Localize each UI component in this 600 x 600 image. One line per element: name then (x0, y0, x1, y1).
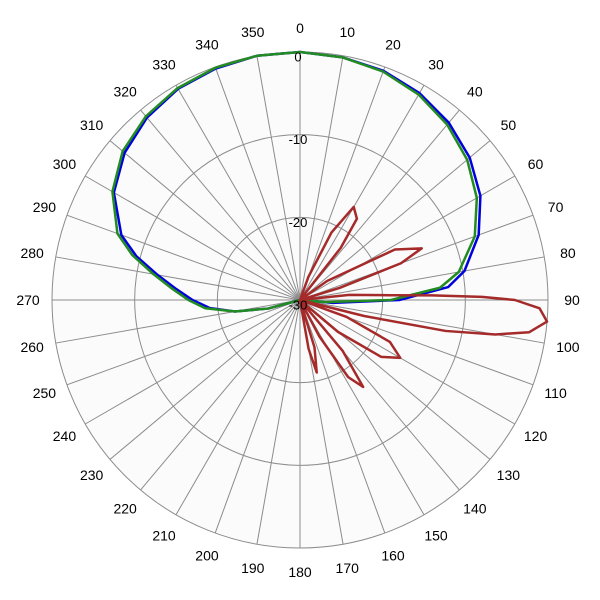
angle-tick-label: 170 (336, 560, 360, 576)
angle-tick-label: 310 (80, 117, 104, 133)
grid-spoke (299, 299, 386, 534)
grid-spoke (299, 55, 344, 301)
angle-tick-label: 300 (53, 156, 77, 172)
angle-tick-label: 0 (296, 20, 304, 36)
grid-spoke (299, 175, 516, 301)
grid-spoke (299, 109, 460, 301)
angle-tick-label: 200 (195, 548, 219, 564)
angle-tick-label: 130 (497, 467, 521, 483)
angle-tick-label: 60 (528, 156, 544, 172)
angle-tick-label: 20 (385, 36, 401, 52)
grid-spoke (299, 214, 534, 301)
label-layer: 0 10 20 30 40 50 60 70 80 90 100 110 120 130 140 150 160… (16, 20, 580, 580)
angle-tick-label: 280 (20, 245, 44, 261)
angle-tick-label: 140 (463, 500, 487, 516)
grid-spoke (299, 140, 491, 301)
angle-tick-label: 190 (241, 560, 265, 576)
grid-spoke (299, 66, 386, 301)
grid-spoke (84, 175, 301, 301)
grid-spoke (140, 109, 301, 301)
angle-tick-label: 110 (544, 385, 567, 401)
angle-tick-label: 230 (80, 467, 104, 483)
grid-spoke (109, 299, 301, 460)
angle-tick-label: 160 (381, 548, 405, 564)
grid-spoke (214, 299, 301, 534)
radial-tick-label: -30 (289, 298, 308, 313)
angle-tick-label: 70 (548, 199, 564, 215)
angle-tick-label: 340 (195, 36, 219, 52)
angle-tick-label: 250 (33, 385, 57, 401)
grid-spoke (299, 256, 545, 301)
grid-spoke (140, 299, 301, 491)
grid-spoke (299, 84, 425, 301)
angle-tick-label: 260 (20, 339, 44, 355)
angle-tick-label: 330 (152, 56, 176, 72)
angle-tick-label: 90 (564, 292, 580, 308)
angle-tick-label: 120 (524, 428, 548, 444)
angle-tick-label: 350 (241, 24, 265, 40)
grid-spoke (256, 55, 301, 301)
grid-spoke (299, 299, 545, 344)
angle-tick-label: 210 (152, 528, 176, 544)
grid-spoke (66, 299, 301, 386)
grid-spoke (55, 256, 301, 301)
angle-tick-label: 50 (501, 117, 517, 133)
angle-tick-label: 220 (113, 500, 137, 516)
angle-tick-label: 80 (560, 245, 576, 261)
series-layer (111, 50, 549, 389)
grid-spoke (299, 299, 516, 425)
angle-tick-label: 290 (33, 199, 57, 215)
grid-spoke (84, 299, 301, 425)
angle-tick-label: 30 (428, 56, 444, 72)
radial-tick-label: 0 (294, 50, 301, 65)
angle-tick-label: 180 (288, 564, 312, 580)
series-line-3 (298, 205, 549, 389)
angle-tick-label: 270 (16, 292, 40, 308)
grid-spoke (256, 299, 301, 545)
grid-spoke (55, 299, 301, 344)
grid-spoke (66, 214, 301, 301)
grid-spoke (175, 84, 301, 301)
grid-spoke (214, 66, 301, 301)
series-line-2 (111, 50, 479, 313)
grid-spoke (175, 299, 301, 516)
angle-tick-label: 320 (113, 84, 137, 100)
grid-spoke (299, 299, 425, 516)
angle-tick-label: 240 (53, 428, 77, 444)
radial-tick-label: -10 (289, 132, 308, 147)
angle-tick-label: 150 (424, 528, 448, 544)
radial-tick-label: -20 (289, 215, 308, 230)
angle-tick-label: 100 (556, 339, 580, 355)
angle-tick-label: 40 (467, 84, 483, 100)
angle-tick-label: 10 (339, 24, 355, 40)
grid-spoke (109, 140, 301, 301)
